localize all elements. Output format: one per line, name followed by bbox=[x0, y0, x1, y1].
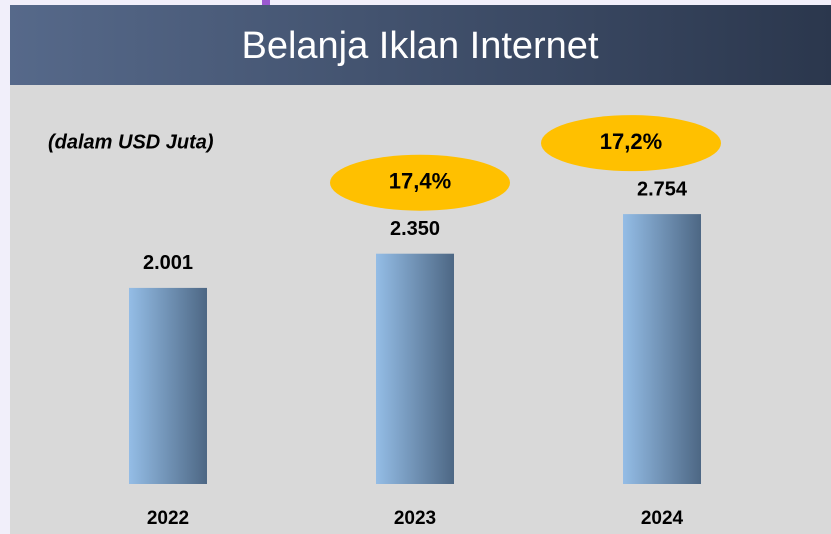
value-label: 2.001 bbox=[143, 252, 193, 274]
growth-label: 17,2% bbox=[600, 129, 662, 154]
value-label: 2.350 bbox=[390, 218, 440, 240]
bar bbox=[129, 287, 207, 484]
growth-label: 17,4% bbox=[389, 169, 451, 194]
growth-badge bbox=[330, 154, 510, 211]
x-tick-label: 2023 bbox=[394, 508, 436, 529]
x-tick-label: 2024 bbox=[641, 508, 684, 529]
bar bbox=[623, 214, 701, 484]
chart-title: Belanja Iklan Internet bbox=[241, 25, 598, 67]
x-tick-label: 2022 bbox=[147, 508, 189, 529]
bar bbox=[376, 253, 454, 484]
subtitle: (dalam USD Juta) bbox=[48, 131, 214, 153]
header bbox=[10, 5, 831, 85]
growth-badge bbox=[541, 115, 721, 172]
value-label: 2.754 bbox=[637, 178, 688, 200]
